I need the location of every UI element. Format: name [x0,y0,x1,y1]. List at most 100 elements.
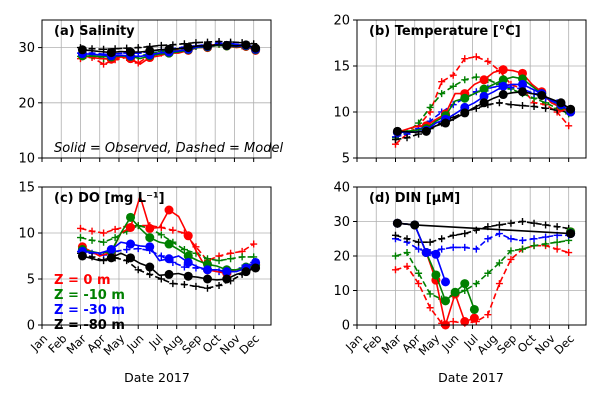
model-point [542,104,550,112]
observed-point [479,75,489,85]
model-point [461,76,469,84]
model-point [495,280,503,288]
model-point [542,240,550,248]
model-point [403,134,411,142]
series-solid-0m [392,218,576,330]
observed-point [202,274,212,284]
model-point [495,230,503,238]
observed-point [106,245,116,255]
y-tick-label: 5 [342,152,350,167]
model-point [495,221,503,229]
model-point [472,245,480,253]
observed-point [106,253,116,263]
y-tick-label: 10 [333,284,350,299]
model-point [88,236,96,244]
series-solid-0m [77,193,261,278]
observed-point [77,45,87,55]
observed-point [202,41,212,51]
model-point [495,259,503,267]
observed-point [222,40,232,50]
depth-legend-item: Z = -10 m [54,288,125,303]
observed-point [498,75,508,85]
y-tick-label: 0 [342,319,350,334]
series-line [397,223,570,325]
observed-point [251,43,261,53]
observed-point [164,44,174,54]
x-tick-label: Jun [438,331,461,354]
panel-title: (d) DIN [μM] [369,191,460,206]
style-note: Solid = Observed, Dashed = Model [54,141,283,156]
model-point [507,101,515,109]
x-axis-label-left: Date 2017 [124,370,190,385]
x-axis-label-right: Date 2017 [438,370,504,385]
model-point [111,234,119,242]
observed-point [164,205,174,215]
model-point [565,122,573,130]
axes-frame [356,186,587,326]
y-tick-label: 10 [333,106,350,121]
observed-point [145,262,155,272]
observed-point [479,91,489,101]
y-tick-label: 15 [333,60,350,75]
model-point [449,243,457,251]
observed-point [145,223,155,233]
model-point [403,249,411,257]
observed-point [460,279,470,289]
depth-legend-item: Z = -30 m [54,303,125,318]
model-point [192,39,200,47]
model-point [438,90,446,98]
observed-point [392,126,402,136]
model-point [415,245,423,253]
model-point [449,71,457,79]
model-point [227,255,235,263]
observed-point [77,251,87,261]
model-point [391,266,399,274]
model-point [518,218,526,225]
model-point [438,78,446,86]
observed-point [241,40,251,50]
observed-point [460,93,470,103]
model-point [553,223,561,231]
y-tick-label: 20 [333,250,350,265]
model-point [215,281,223,289]
panel-title: (b) Temperature [°C] [369,24,521,39]
observed-point [202,265,212,275]
depth-legend-item: Z = 0 m [54,273,111,288]
observed-point [431,270,441,280]
panel-title: (c) DO [mg L⁻¹] [54,191,165,206]
observed-point [460,108,470,118]
model-point [88,227,96,235]
observed-point [183,271,193,281]
model-point [472,280,480,288]
model-point [438,235,446,243]
axes-frame [41,186,272,326]
observed-point [441,118,451,128]
model-point [238,253,246,261]
observed-point [556,98,566,108]
series-solid-10m [77,212,261,275]
observed-point [145,242,155,252]
model-point [507,235,515,243]
model-point [169,280,177,288]
model-point [180,281,188,289]
model-point [391,252,399,260]
panel-salinity: 10 20 30 (a) Salinity [18,19,272,167]
model-point [169,226,177,234]
model-point [507,247,515,255]
observed-point [517,87,527,97]
model-point [484,235,492,243]
model-point [403,235,411,243]
observed-point [421,248,431,258]
y-tick-label: 15 [18,181,35,196]
series-line [395,244,569,325]
model-point [472,53,480,61]
observed-point [479,84,489,94]
series-dashed-0m [391,242,573,327]
y-tick-label: 10 [18,227,35,242]
model-point [134,44,142,52]
model-point [553,245,561,253]
observed-point [183,231,193,241]
model-point [215,257,223,265]
observed-point [241,267,251,277]
observed-point [222,274,232,284]
